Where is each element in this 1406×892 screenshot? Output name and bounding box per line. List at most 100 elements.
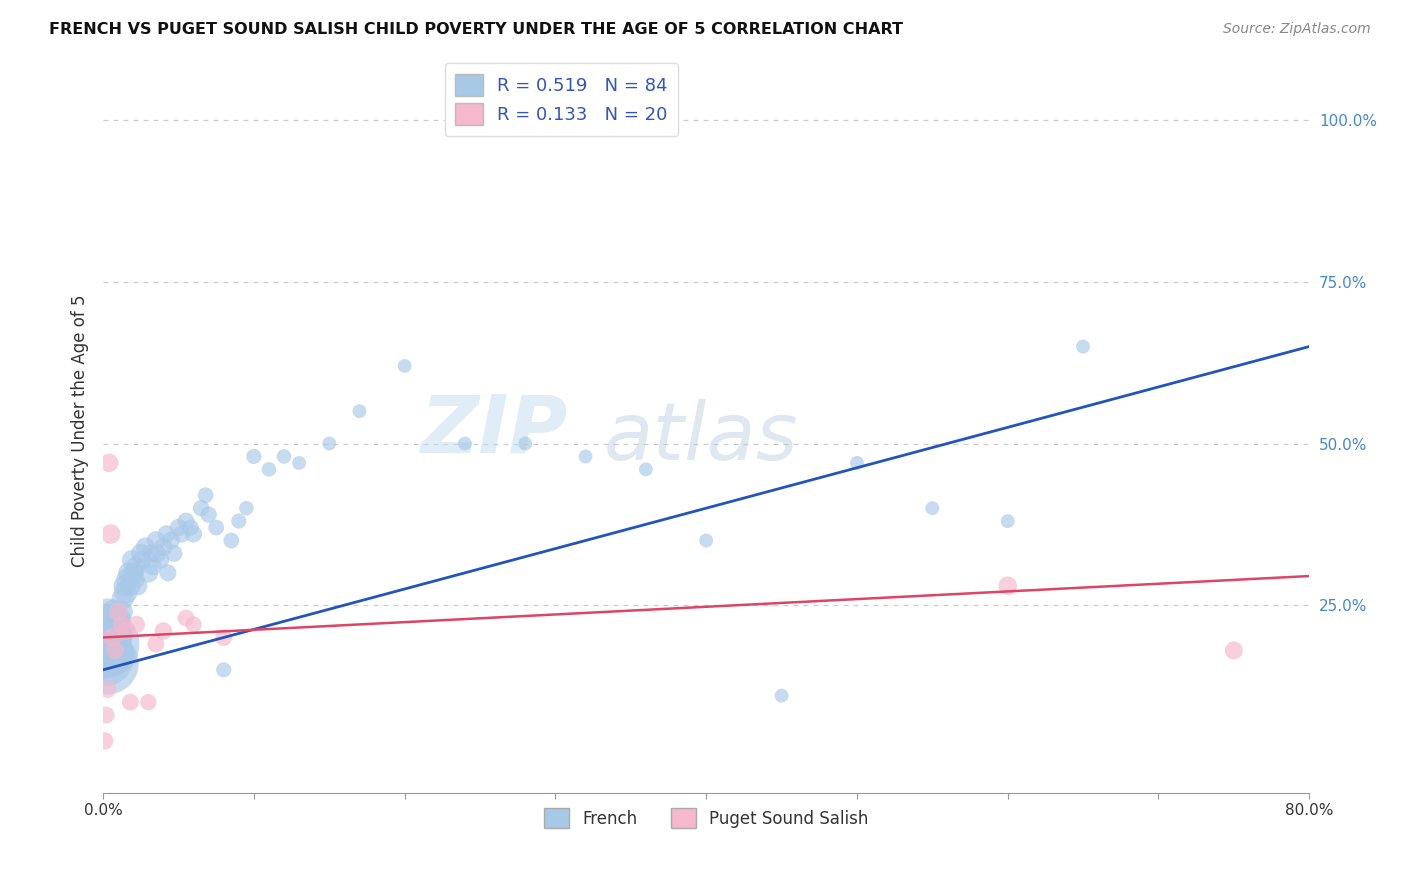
Point <box>100 611 122 625</box>
Point <box>110 605 132 619</box>
Text: ZIP: ZIP <box>420 392 568 469</box>
Point <box>997 579 1019 593</box>
Point <box>454 436 477 450</box>
Point <box>190 501 212 516</box>
Point <box>183 617 205 632</box>
Point <box>98 456 121 470</box>
Point <box>194 488 217 502</box>
Text: Source: ZipAtlas.com: Source: ZipAtlas.com <box>1223 22 1371 37</box>
Point <box>243 450 266 464</box>
Point <box>152 624 174 638</box>
Point <box>138 566 160 580</box>
Point <box>131 553 153 567</box>
Point <box>114 624 136 638</box>
Point <box>108 611 131 625</box>
Point <box>100 643 122 657</box>
Point <box>145 637 167 651</box>
Point <box>235 501 257 516</box>
Point <box>104 631 127 645</box>
Point <box>105 611 128 625</box>
Point <box>183 527 205 541</box>
Point <box>97 682 120 697</box>
Point <box>104 643 127 657</box>
Point <box>93 734 115 748</box>
Point <box>98 637 121 651</box>
Point <box>103 624 125 638</box>
Point <box>114 585 136 599</box>
Point <box>1071 339 1094 353</box>
Point <box>100 527 122 541</box>
Point <box>574 450 596 464</box>
Point <box>149 553 172 567</box>
Point <box>108 624 131 638</box>
Point <box>394 359 416 373</box>
Point <box>273 450 295 464</box>
Point <box>845 456 868 470</box>
Point <box>205 520 228 534</box>
Point <box>124 572 146 586</box>
Point <box>634 462 657 476</box>
Point <box>349 404 371 418</box>
Point <box>152 540 174 554</box>
Text: atlas: atlas <box>603 399 799 477</box>
Point <box>94 643 117 657</box>
Point <box>219 533 242 548</box>
Point <box>118 566 141 580</box>
Point <box>695 533 717 548</box>
Point <box>103 637 125 651</box>
Point <box>122 566 145 580</box>
Point <box>156 566 179 580</box>
Point <box>1223 643 1246 657</box>
Point <box>142 559 165 574</box>
Point <box>160 533 183 548</box>
Point <box>93 649 115 664</box>
Point <box>167 520 190 534</box>
Point <box>770 689 793 703</box>
Point <box>125 559 148 574</box>
Point <box>97 624 120 638</box>
Point <box>104 617 127 632</box>
Point <box>97 657 120 671</box>
Point <box>163 546 186 560</box>
Point <box>515 436 537 450</box>
Point <box>94 617 117 632</box>
Y-axis label: Child Poverty Under the Age of 5: Child Poverty Under the Age of 5 <box>72 294 89 566</box>
Point <box>174 514 197 528</box>
Point <box>288 456 311 470</box>
Point <box>197 508 219 522</box>
Point <box>94 631 117 645</box>
Point <box>125 617 148 632</box>
Point <box>107 631 129 645</box>
Point <box>212 631 235 645</box>
Point <box>111 591 134 606</box>
Point <box>180 520 202 534</box>
Point <box>110 617 132 632</box>
Point <box>127 579 149 593</box>
Point <box>101 631 124 645</box>
Point <box>101 631 124 645</box>
Point <box>134 540 156 554</box>
Point <box>105 637 128 651</box>
Point <box>155 527 177 541</box>
Point <box>121 553 143 567</box>
Legend: French, Puget Sound Salish: French, Puget Sound Salish <box>537 801 875 835</box>
Point <box>94 708 117 723</box>
Point <box>100 624 122 638</box>
Point <box>112 579 135 593</box>
Point <box>129 546 152 560</box>
Point <box>174 611 197 625</box>
Point <box>120 695 142 709</box>
Point <box>97 611 120 625</box>
Point <box>107 605 129 619</box>
Point <box>257 462 280 476</box>
Point <box>921 501 943 516</box>
Point <box>146 546 169 560</box>
Point <box>117 572 139 586</box>
Point <box>103 605 125 619</box>
Point <box>212 663 235 677</box>
Point <box>120 579 142 593</box>
Point <box>170 527 193 541</box>
Point <box>141 546 163 560</box>
Point <box>98 617 121 632</box>
Point <box>107 617 129 632</box>
